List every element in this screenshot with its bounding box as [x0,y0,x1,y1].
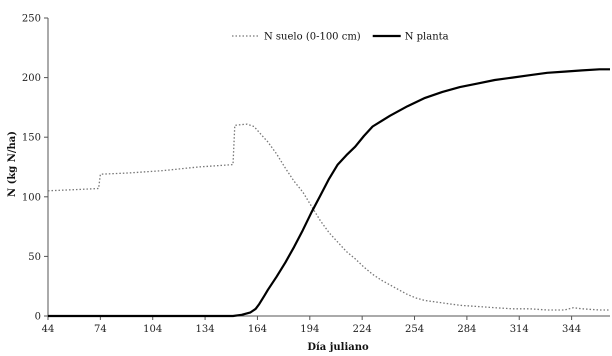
legend: N suelo (0-100 cm) N planta [232,32,449,43]
y-tick-label: 0 [35,312,41,323]
series-line-1 [48,68,610,318]
x-axis-title: Día juliano [307,342,369,353]
series-layer [47,68,610,318]
x-tick-label: 284 [457,324,476,335]
x-tick-label: 194 [300,324,319,335]
x-tick-label: 134 [196,324,215,335]
y-tick-label: 100 [22,192,41,203]
x-tick-label: 344 [562,324,581,335]
series-line-0 [47,123,610,311]
x-tick-label: 104 [143,324,162,335]
y-axis-title: N (kg N/ha) [7,131,18,197]
axes [47,18,610,317]
y-axis-ticks: 0 50 100 150 200 250 [22,14,48,323]
y-tick-label: 150 [22,133,41,144]
x-tick-label: 164 [248,324,267,335]
x-tick-label: 314 [510,324,529,335]
legend-label-0: N suelo (0-100 cm) [264,32,361,43]
legend-label-1: N planta [405,32,449,43]
x-tick-label: 254 [405,324,424,335]
x-tick-label: 224 [353,324,372,335]
x-axis-ticks: 44 74 104 134 164 194 224 254 284 314 344 [42,316,581,335]
x-tick-label: 44 [42,324,55,335]
x-tick-label: 74 [94,324,107,335]
y-tick-label: 50 [28,252,41,263]
y-tick-label: 200 [22,73,41,84]
y-tick-label: 250 [22,14,41,25]
